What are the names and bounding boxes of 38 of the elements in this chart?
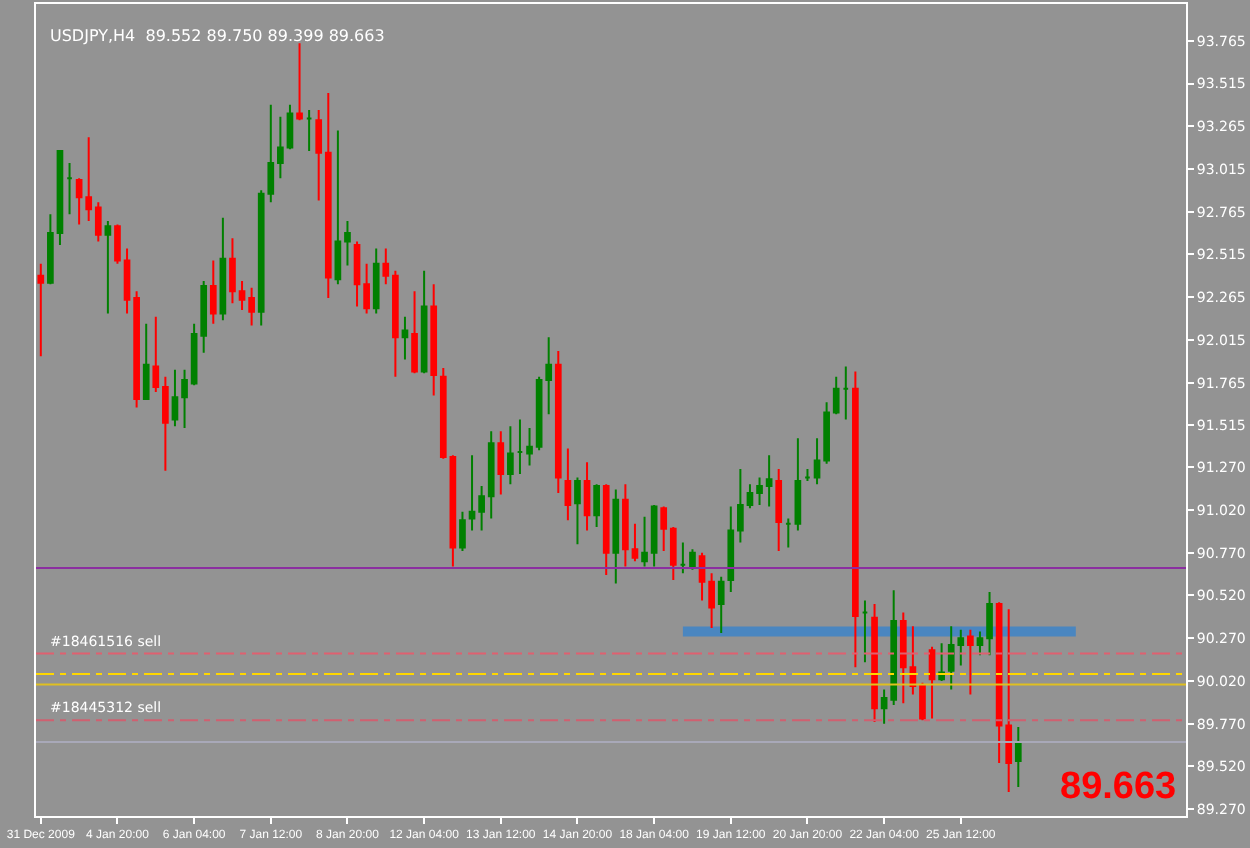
candlestick <box>305 108 313 153</box>
candlestick <box>37 262 45 358</box>
candlestick <box>296 42 303 122</box>
candlestick <box>104 220 112 315</box>
candlestick <box>401 315 409 361</box>
candlestick <box>430 283 438 397</box>
candlestick <box>219 216 227 322</box>
candlestick <box>142 322 150 400</box>
annotation: 89.663 <box>1060 766 1177 808</box>
candlestick <box>209 259 217 325</box>
candlestick <box>593 483 600 529</box>
candlestick <box>967 628 974 696</box>
candlestick <box>679 541 687 575</box>
candlestick <box>794 437 802 532</box>
candlestick <box>66 161 73 216</box>
candlestick <box>689 548 696 571</box>
candlestick <box>871 603 878 723</box>
candlestick <box>717 575 725 635</box>
candlestick <box>583 461 591 532</box>
candlestick <box>516 418 524 476</box>
candlestick <box>784 517 792 549</box>
text: USDJPY,H4 89.552 89.750 89.399 89.663 <box>50 26 385 45</box>
candlestick <box>372 247 380 315</box>
candlestick <box>861 599 869 664</box>
candlestick <box>612 488 620 585</box>
candlestick <box>602 483 610 576</box>
candlestick <box>928 645 936 720</box>
candlestick <box>1014 726 1022 789</box>
candlestick <box>574 476 581 546</box>
candlestick <box>554 350 562 494</box>
candlestick <box>775 467 783 553</box>
candlestick <box>804 467 811 482</box>
candlestick <box>411 290 418 375</box>
candlestick <box>420 269 428 375</box>
candlestick <box>852 370 859 669</box>
candlestick <box>497 430 505 496</box>
candlestick <box>507 425 514 486</box>
candlestick <box>564 447 572 522</box>
